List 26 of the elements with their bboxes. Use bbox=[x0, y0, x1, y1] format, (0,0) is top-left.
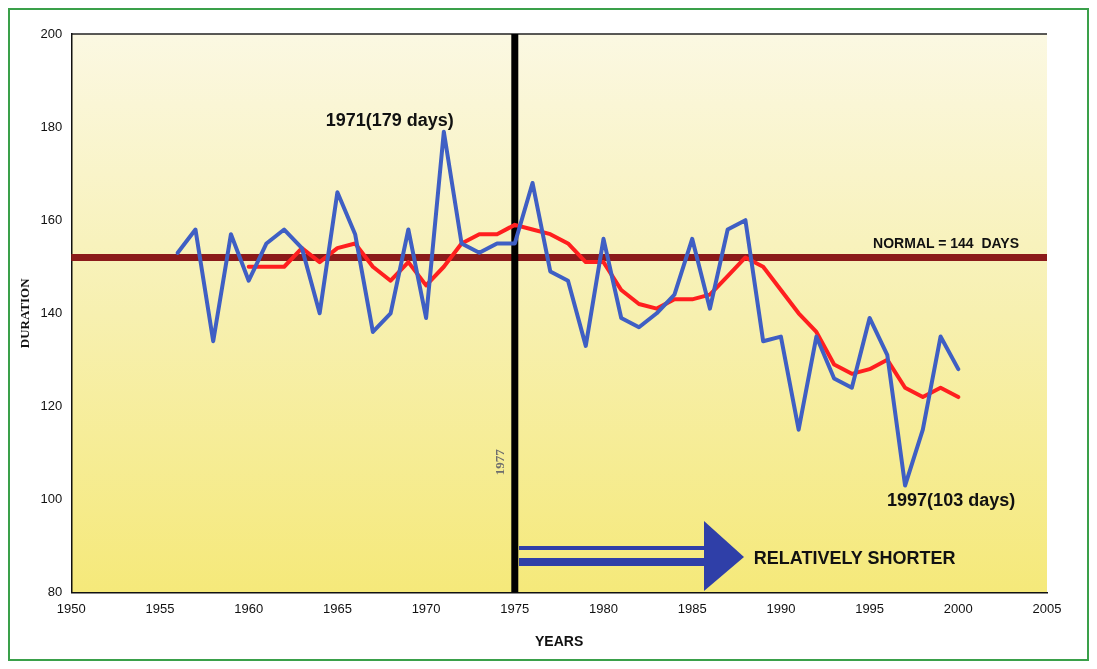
y-tick-label: 80 bbox=[47, 584, 63, 600]
y-tick-label: 160 bbox=[40, 211, 63, 227]
x-tick-label: 1955 bbox=[145, 600, 175, 616]
y-tick-label: 100 bbox=[40, 491, 63, 507]
x-tick-label: 1950 bbox=[56, 600, 86, 616]
y-tick-label: 200 bbox=[40, 25, 63, 41]
annotation: 1977 bbox=[492, 448, 508, 476]
x-tick-label: 1985 bbox=[677, 600, 707, 616]
y-tick-label: 120 bbox=[40, 397, 63, 413]
y-tick-label: 180 bbox=[40, 118, 63, 134]
annotation: 1997(103 days) bbox=[887, 489, 1016, 510]
y-axis-title: DURATION bbox=[17, 277, 33, 349]
annotation: RELATIVELY SHORTER bbox=[753, 547, 956, 568]
x-tick-label: 1970 bbox=[411, 600, 441, 616]
x-axis-title: YEARS bbox=[535, 633, 584, 650]
x-tick-label: 1960 bbox=[234, 600, 264, 616]
x-tick-label: 1975 bbox=[500, 600, 530, 616]
x-tick-label: 1965 bbox=[322, 600, 352, 616]
y-tick-label: 140 bbox=[40, 304, 63, 320]
x-tick-label: 1980 bbox=[589, 600, 618, 616]
x-tick-label: 2000 bbox=[943, 600, 973, 616]
x-tick-label: 2005 bbox=[1032, 600, 1062, 616]
annotation: 1971(179 days) bbox=[325, 109, 454, 130]
annotation: NORMAL = 144 DAYS bbox=[873, 235, 1019, 252]
x-tick-label: 1990 bbox=[766, 600, 796, 616]
x-tick-label: 1995 bbox=[855, 600, 885, 616]
